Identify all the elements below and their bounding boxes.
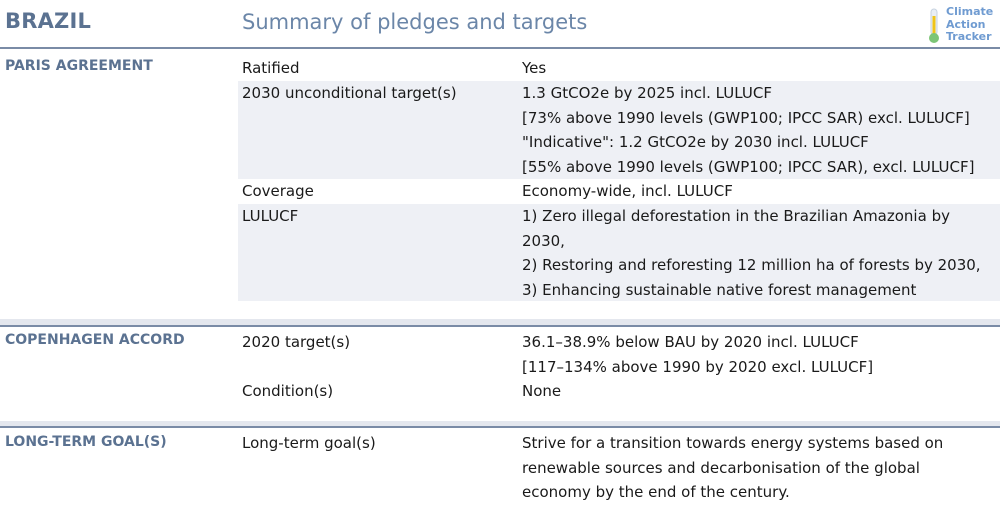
row-value-line: 2) Restoring and reforesting 12 million …: [522, 256, 981, 274]
section-label-paris-agreement: PARIS AGREEMENT: [5, 58, 153, 74]
table-row: 2020 target(s) 36.1–38.9% below BAU by 2…: [238, 330, 1000, 380]
header-divider: [0, 47, 1000, 49]
row-value: None: [522, 382, 562, 400]
logo-line-1: Climate: [946, 5, 994, 18]
section-label-long-term-goals: LONG-TERM GOAL(S): [5, 434, 167, 450]
section-label-copenhagen-accord: COPENHAGEN ACCORD: [5, 332, 185, 348]
section-divider: [0, 426, 1000, 428]
row-value-line: renewable sources and decarbonisation of…: [522, 458, 920, 477]
thermometer-icon: [929, 8, 939, 43]
row-value-line: [55% above 1990 levels (GWP100; IPCC SAR…: [522, 157, 975, 176]
row-label: Ratified: [242, 59, 300, 77]
row-label: 2020 target(s): [242, 333, 351, 351]
section-gap: [0, 319, 1000, 326]
row-label: Coverage: [242, 182, 314, 200]
row-value-line: "Indicative": 1.2 GtCO2e by 2030 incl. L…: [522, 133, 869, 151]
row-label: Condition(s): [242, 382, 334, 400]
row-value-line: 36.1–38.9% below BAU by 2020 incl. LULUC…: [522, 333, 859, 351]
table-row: Long-term goal(s) Strive for a transitio…: [238, 431, 1000, 504]
table-row: Condition(s) None: [238, 379, 1000, 404]
country-name: BRAZIL: [5, 9, 92, 33]
table-row: Ratified Yes: [238, 56, 1000, 81]
row-value-line: 2030,: [522, 231, 565, 250]
table-row: Coverage Economy-wide, incl. LULUCF: [238, 179, 1000, 204]
logo-line-3: Tracker: [946, 30, 992, 43]
page-title: Summary of pledges and targets: [242, 10, 588, 34]
row-value: Yes: [522, 59, 547, 77]
row-value-line: 1.3 GtCO2e by 2025 incl. LULUCF: [522, 84, 772, 102]
section-gap: [0, 421, 1000, 427]
climate-action-tracker-logo: Climate Action Tracker: [924, 4, 1000, 46]
row-value-line: Strive for a transition towards energy s…: [522, 434, 944, 452]
page-header: BRAZIL Summary of pledges and targets Cl…: [0, 0, 1000, 47]
row-value-line: economy by the end of the century.: [522, 483, 790, 501]
row-value: Economy-wide, incl. LULUCF: [522, 182, 733, 200]
row-label: LULUCF: [242, 207, 299, 225]
section-divider: [0, 325, 1000, 327]
row-value-line: 1) Zero illegal deforestation in the Bra…: [522, 207, 950, 225]
row-value-line: [117–134% above 1990 by 2020 excl. LULUC…: [522, 357, 874, 376]
logo-line-2: Action: [946, 17, 986, 31]
table-row: LULUCF 1) Zero illegal deforestation in …: [238, 204, 1000, 301]
row-value-line: [73% above 1990 levels (GWP100; IPCC SAR…: [522, 108, 970, 127]
row-label: 2030 unconditional target(s): [242, 84, 457, 102]
row-value-line: 3) Enhancing sustainable native forest m…: [522, 280, 917, 299]
table-row: 2030 unconditional target(s) 1.3 GtCO2e …: [238, 81, 1000, 179]
row-label: Long-term goal(s): [242, 434, 376, 452]
